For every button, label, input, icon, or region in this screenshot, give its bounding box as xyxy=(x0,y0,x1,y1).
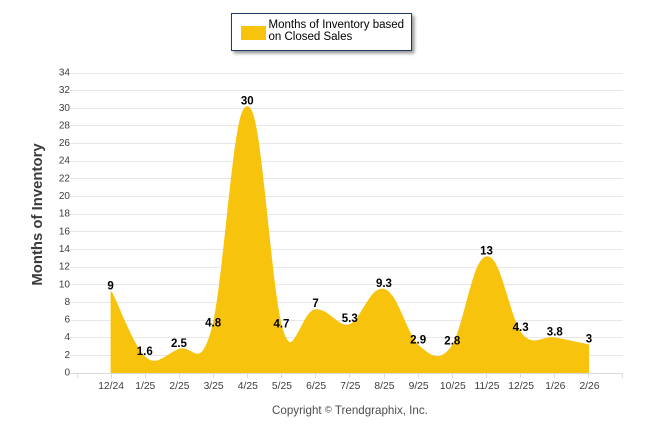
svg-text:10/25: 10/25 xyxy=(440,381,466,392)
svg-text:7/25: 7/25 xyxy=(340,381,360,392)
svg-text:14: 14 xyxy=(59,244,71,255)
svg-text:9: 9 xyxy=(107,281,113,293)
svg-text:12: 12 xyxy=(59,262,71,273)
svg-text:4.8: 4.8 xyxy=(205,318,222,330)
svg-text:32: 32 xyxy=(59,85,71,96)
svg-text:4.3: 4.3 xyxy=(513,322,529,334)
svg-text:3: 3 xyxy=(586,334,592,346)
svg-text:28: 28 xyxy=(59,120,71,131)
svg-text:18: 18 xyxy=(59,209,71,220)
svg-text:9/25: 9/25 xyxy=(409,381,429,392)
svg-text:26: 26 xyxy=(59,138,71,149)
svg-text:5/25: 5/25 xyxy=(272,381,292,392)
svg-text:30: 30 xyxy=(241,95,254,107)
svg-text:Months of Inventory: Months of Inventory xyxy=(30,143,46,286)
svg-text:16: 16 xyxy=(59,226,71,237)
svg-text:4/25: 4/25 xyxy=(238,381,258,392)
svg-text:1/25: 1/25 xyxy=(135,381,155,392)
svg-text:2/26: 2/26 xyxy=(579,381,599,392)
svg-text:11/25: 11/25 xyxy=(474,381,499,392)
svg-text:30: 30 xyxy=(59,103,71,114)
svg-text:Copyright © Trendgraphix, Inc.: Copyright © Trendgraphix, Inc. xyxy=(272,404,428,417)
svg-text:7: 7 xyxy=(312,298,318,310)
svg-text:2.9: 2.9 xyxy=(410,334,426,346)
svg-text:4: 4 xyxy=(64,332,70,343)
svg-text:24: 24 xyxy=(59,156,71,167)
svg-text:6/25: 6/25 xyxy=(306,381,326,392)
svg-text:6: 6 xyxy=(64,315,70,326)
svg-text:2.8: 2.8 xyxy=(444,335,461,347)
svg-text:3/25: 3/25 xyxy=(204,381,224,392)
svg-text:4.7: 4.7 xyxy=(273,319,289,331)
svg-text:2.5: 2.5 xyxy=(171,338,188,350)
svg-text:9.3: 9.3 xyxy=(376,278,392,290)
svg-text:13: 13 xyxy=(480,245,493,257)
svg-text:5.3: 5.3 xyxy=(342,313,358,325)
svg-text:2: 2 xyxy=(64,350,70,361)
svg-text:1.6: 1.6 xyxy=(137,346,153,358)
svg-text:2/25: 2/25 xyxy=(169,381,189,392)
svg-text:22: 22 xyxy=(59,173,71,184)
svg-text:8: 8 xyxy=(64,297,70,308)
svg-text:0: 0 xyxy=(64,368,70,379)
svg-text:34: 34 xyxy=(59,68,71,79)
svg-text:12/24: 12/24 xyxy=(98,381,124,392)
svg-text:12/25: 12/25 xyxy=(508,381,534,392)
svg-text:3.8: 3.8 xyxy=(547,326,564,338)
svg-text:20: 20 xyxy=(59,191,71,202)
svg-text:1/26: 1/26 xyxy=(545,381,565,392)
svg-text:10: 10 xyxy=(59,279,71,290)
svg-text:8/25: 8/25 xyxy=(374,381,394,392)
